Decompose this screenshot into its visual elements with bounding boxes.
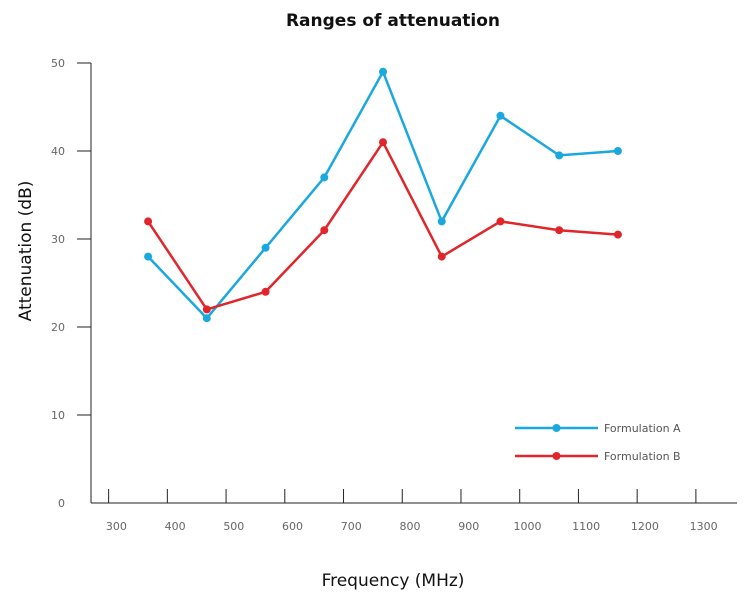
x-tick-label: 300	[106, 520, 127, 533]
x-ticks: 300 400 500 600 700 800 900 1000 1100 1200 1300	[106, 489, 718, 533]
x-tick-label: 900	[458, 520, 479, 533]
y-tick-label: 10	[51, 409, 65, 422]
x-tick-label: 1100	[572, 520, 600, 533]
data-point	[437, 217, 446, 226]
y-tick-label: 30	[51, 233, 65, 246]
x-tick-label: 700	[341, 520, 362, 533]
data-point	[613, 147, 622, 155]
data-point	[320, 226, 329, 235]
data-point	[144, 252, 153, 261]
legend-swatch-marker	[552, 424, 561, 432]
legend-item: Formulation B	[515, 450, 681, 463]
series-formulation-a	[144, 67, 622, 323]
y-tick-label: 40	[51, 145, 65, 158]
chart-title: Ranges of attenuation	[286, 11, 500, 31]
data-point	[379, 67, 387, 76]
x-tick-label: 1200	[631, 520, 659, 533]
x-tick-label: 500	[223, 520, 244, 533]
x-tick-label: 600	[282, 520, 303, 533]
y-tick-label: 0	[58, 497, 65, 510]
data-point	[320, 173, 329, 182]
x-axis-label: Frequency (MHz)	[322, 571, 465, 591]
legend-label: Formulation B	[604, 450, 681, 463]
series-line	[147, 68, 619, 321]
data-point	[613, 230, 622, 239]
y-axis-label: Attenuation (dB)	[16, 181, 36, 322]
data-point	[496, 111, 505, 120]
data-point	[496, 217, 505, 226]
series-layer	[144, 67, 622, 323]
data-point	[437, 252, 446, 261]
y-ticks: 0 10 20 30 40 50	[51, 57, 91, 510]
data-point	[555, 151, 564, 160]
data-point	[261, 243, 270, 252]
series-line	[147, 139, 619, 311]
x-tick-label: 1000	[513, 520, 541, 533]
data-point	[202, 314, 211, 323]
y-tick-label: 20	[51, 321, 65, 334]
legend-swatch-marker	[552, 452, 561, 460]
series-formulation-b	[144, 138, 622, 314]
y-tick-label: 50	[51, 57, 65, 70]
legend: Formulation A Formulation B	[515, 422, 681, 463]
x-tick-label: 400	[165, 520, 186, 533]
x-tick-label: 1300	[690, 520, 718, 533]
data-point	[144, 217, 153, 226]
data-point	[555, 226, 564, 235]
legend-item: Formulation A	[515, 422, 681, 435]
data-point	[379, 138, 387, 147]
x-tick-label: 800	[400, 520, 421, 533]
data-point	[202, 305, 211, 314]
axes	[90, 63, 737, 504]
data-point	[261, 287, 270, 296]
legend-label: Formulation A	[604, 422, 681, 435]
